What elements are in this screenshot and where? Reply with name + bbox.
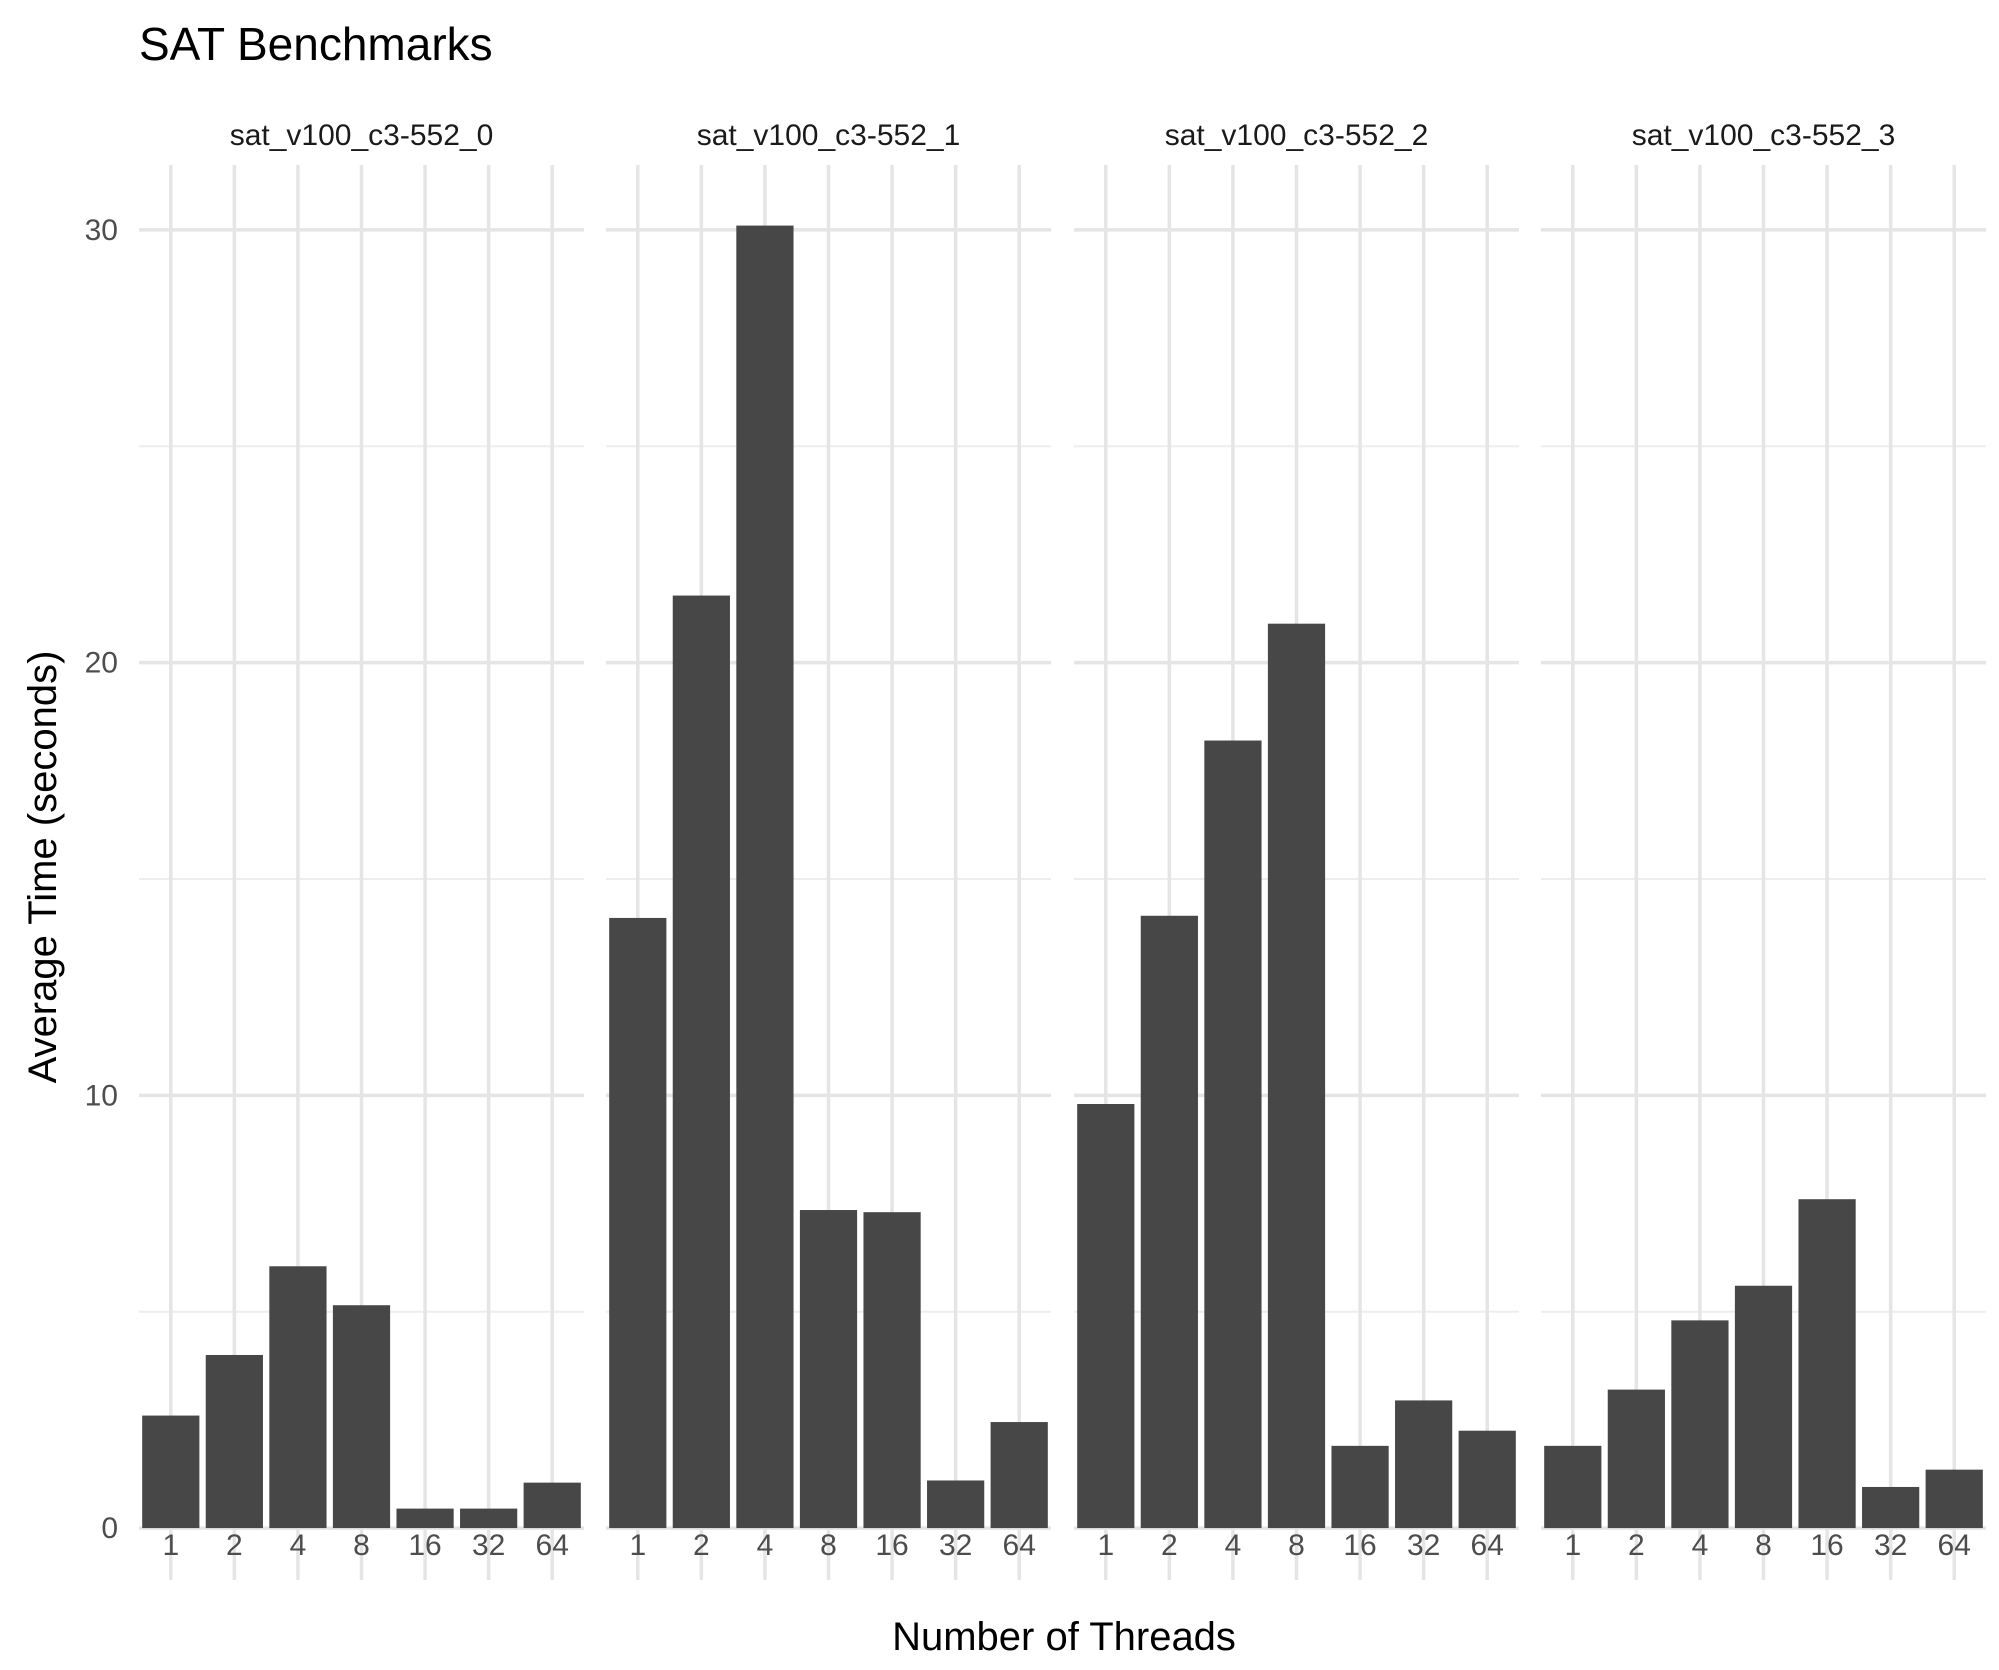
y-tick-label: 30 (85, 214, 118, 247)
facet-strip-label: sat_v100_c3-552_0 (230, 119, 494, 152)
facet-panel: sat_v100_c3-552_0 1 2 4 8 16 32 64 (139, 119, 584, 1580)
bar (1671, 1320, 1729, 1529)
x-tick-label: 16 (1343, 1529, 1376, 1562)
bar (736, 225, 794, 1529)
chart-title: SAT Benchmarks (139, 18, 493, 70)
bar (1458, 1430, 1516, 1529)
facet-panel: sat_v100_c3-552_3 1 2 4 8 16 32 64 (1541, 119, 1986, 1580)
facet-panel: sat_v100_c3-552_2 1 2 4 8 16 32 64 (1074, 119, 1519, 1580)
y-axis-label: Average Time (seconds) (21, 651, 65, 1084)
facet-strip-label: sat_v100_c3-552_2 (1165, 119, 1429, 152)
x-tick-label: 64 (1471, 1529, 1504, 1562)
bar (269, 1266, 327, 1529)
x-tick-label: 8 (1755, 1529, 1772, 1562)
y-tick-label: 10 (85, 1079, 118, 1112)
facet-strip-label: sat_v100_c3-552_3 (1632, 119, 1896, 152)
facet-strip-label: sat_v100_c3-552_1 (697, 119, 961, 152)
bar (799, 1210, 858, 1529)
bar (1544, 1445, 1602, 1529)
bar (396, 1508, 454, 1529)
bar (1798, 1199, 1856, 1529)
y-tick-label: 20 (85, 647, 118, 680)
x-tick-label: 2 (693, 1529, 710, 1562)
bar (1204, 740, 1262, 1529)
x-tick-label: 16 (875, 1529, 908, 1562)
bar (1331, 1445, 1389, 1529)
x-tick-label: 2 (1161, 1529, 1178, 1562)
x-tick-label: 4 (290, 1529, 307, 1562)
x-tick-label: 4 (1225, 1529, 1242, 1562)
x-tick-label: 2 (1628, 1529, 1645, 1562)
x-tick-label: 8 (353, 1529, 370, 1562)
x-tick-label: 64 (1003, 1529, 1036, 1562)
x-tick-label: 16 (408, 1529, 441, 1562)
bar (1395, 1400, 1453, 1529)
x-tick-label: 64 (536, 1529, 569, 1562)
bar (609, 917, 667, 1529)
bar (205, 1354, 263, 1529)
bar (927, 1480, 985, 1529)
bar (672, 595, 730, 1529)
bar (1862, 1486, 1920, 1529)
y-tick-label: 0 (101, 1512, 118, 1545)
facet-panel: sat_v100_c3-552_1 1 2 4 8 16 32 64 (606, 119, 1051, 1580)
x-tick-label: 1 (1564, 1529, 1581, 1562)
x-tick-label: 16 (1810, 1529, 1843, 1562)
x-tick-label: 32 (1407, 1529, 1440, 1562)
x-tick-label: 1 (1097, 1529, 1114, 1562)
x-axis-label: Number of Threads (892, 1615, 1236, 1659)
x-tick-label: 8 (1288, 1529, 1305, 1562)
bar (1925, 1469, 1983, 1529)
x-tick-label: 4 (757, 1529, 774, 1562)
x-tick-label: 8 (820, 1529, 837, 1562)
bar (1734, 1285, 1793, 1529)
x-tick-label: 1 (629, 1529, 646, 1562)
bar (990, 1422, 1048, 1529)
x-tick-label: 2 (226, 1529, 243, 1562)
x-tick-label: 32 (939, 1529, 972, 1562)
bar (1077, 1104, 1135, 1529)
x-tick-label: 64 (1938, 1529, 1971, 1562)
x-tick-label: 1 (162, 1529, 179, 1562)
facet-panels: sat_v100_c3-552_01 2 4 8 16 32 64sat_v100_c3-5… (139, 119, 1986, 1580)
bar (332, 1305, 391, 1529)
y-axis-ticks: 0 10 20 30 (85, 214, 118, 1545)
bar (1607, 1389, 1665, 1529)
bar (1140, 915, 1198, 1529)
bar (523, 1482, 581, 1529)
bar (1267, 623, 1326, 1529)
x-tick-label: 4 (1692, 1529, 1709, 1562)
x-tick-label: 32 (1874, 1529, 1907, 1562)
bar (863, 1212, 921, 1529)
bar (142, 1415, 200, 1529)
x-tick-label: 32 (472, 1529, 505, 1562)
bar (460, 1508, 518, 1529)
